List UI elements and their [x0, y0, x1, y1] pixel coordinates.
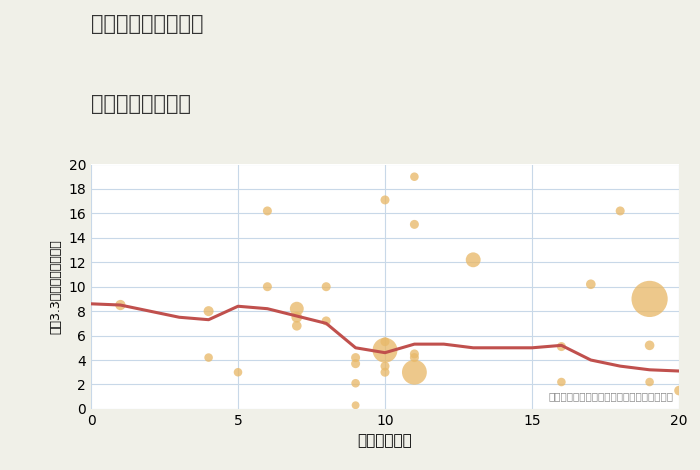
Point	[291, 305, 302, 313]
Point	[379, 368, 391, 376]
Point	[379, 338, 391, 345]
Point	[409, 220, 420, 228]
Point	[350, 379, 361, 387]
Point	[468, 256, 479, 264]
Point	[115, 301, 126, 309]
Point	[379, 196, 391, 204]
Point	[291, 322, 302, 329]
Point	[203, 307, 214, 315]
Point	[409, 354, 420, 361]
Point	[350, 401, 361, 409]
X-axis label: 駅距離（分）: 駅距離（分）	[358, 433, 412, 448]
Point	[585, 281, 596, 288]
Point	[350, 354, 361, 361]
Point	[644, 378, 655, 386]
Text: 円の大きさは、取引のあった物件面積を示す: 円の大きさは、取引のあった物件面積を示す	[548, 392, 673, 401]
Point	[644, 342, 655, 349]
Point	[203, 354, 214, 361]
Point	[350, 360, 361, 368]
Point	[291, 313, 302, 321]
Point	[262, 207, 273, 215]
Point	[232, 368, 244, 376]
Point	[644, 295, 655, 303]
Text: 三重県伊賀市外山の: 三重県伊賀市外山の	[91, 14, 204, 34]
Point	[556, 378, 567, 386]
Point	[409, 368, 420, 376]
Point	[556, 343, 567, 350]
Y-axis label: 坪（3.3㎡）単価（万円）: 坪（3.3㎡）単価（万円）	[50, 239, 63, 334]
Text: 駅距離別土地価格: 駅距離別土地価格	[91, 94, 191, 114]
Point	[379, 346, 391, 354]
Point	[379, 362, 391, 370]
Point	[673, 387, 685, 394]
Point	[262, 283, 273, 290]
Point	[615, 207, 626, 215]
Point	[409, 350, 420, 358]
Point	[409, 173, 420, 180]
Point	[321, 317, 332, 325]
Point	[321, 283, 332, 290]
